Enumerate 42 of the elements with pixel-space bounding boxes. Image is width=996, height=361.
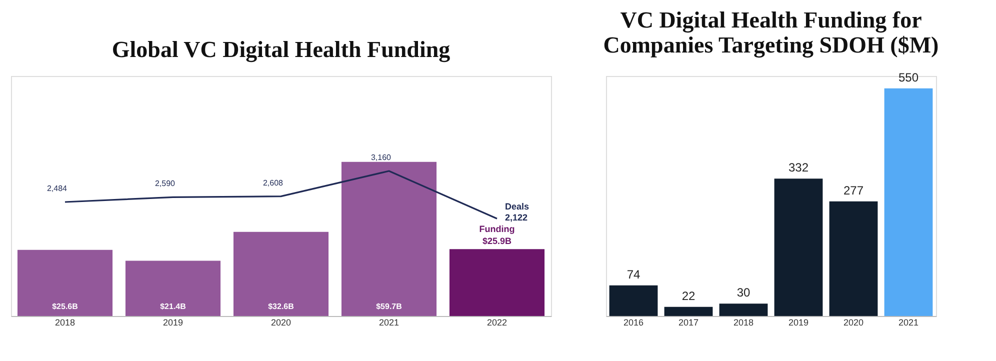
data-label: 74: [626, 267, 640, 282]
x-tick-label: 2021: [898, 318, 919, 328]
bar: [233, 232, 329, 316]
bar: [664, 306, 713, 316]
bar: [884, 88, 933, 316]
bar: [719, 304, 768, 316]
bar: [449, 249, 545, 316]
bar: [17, 250, 113, 316]
chart-title: VC Digital Health Funding for Companies Targeting SDOH ($M): [603, 7, 939, 58]
data-label: 2,484: [46, 184, 68, 194]
data-label: $59.7B: [376, 302, 402, 311]
bar: [609, 285, 658, 316]
x-tick-label: 2018: [54, 318, 76, 328]
series-label: Deals: [505, 202, 530, 212]
data-label: 3,160: [370, 152, 392, 162]
data-label: 2,608: [262, 178, 284, 188]
x-tick-label: 2022: [486, 318, 508, 328]
data-label: 277: [843, 183, 864, 198]
x-tick-label: 2019: [162, 318, 184, 328]
data-label: $25.6B: [52, 302, 78, 311]
x-tick-label: 2019: [788, 318, 809, 328]
data-label: 550: [898, 70, 919, 84]
x-tick-label: 2018: [733, 318, 754, 328]
bar: [341, 162, 437, 316]
x-tick-label: 2021: [378, 318, 400, 328]
x-tick-label: 2020: [843, 318, 864, 328]
x-tick-label: 2020: [270, 318, 292, 328]
data-label: 2,122: [505, 212, 528, 223]
chart-title: Global VC Digital Health Funding: [112, 37, 451, 63]
data-label: 332: [788, 160, 809, 175]
x-tick-label: 2017: [678, 318, 699, 328]
data-label: $21.4B: [160, 302, 186, 311]
bar: [774, 178, 823, 316]
data-label: 2,590: [154, 179, 176, 188]
bar: [829, 201, 878, 316]
series-label: Funding: [479, 224, 515, 234]
bar: [125, 260, 221, 316]
data-label: $25.9B: [482, 236, 512, 246]
data-label: 30: [736, 286, 750, 300]
data-label: $32.6B: [268, 302, 294, 311]
x-tick-label: 2016: [623, 318, 644, 328]
data-label: 22: [682, 288, 696, 303]
